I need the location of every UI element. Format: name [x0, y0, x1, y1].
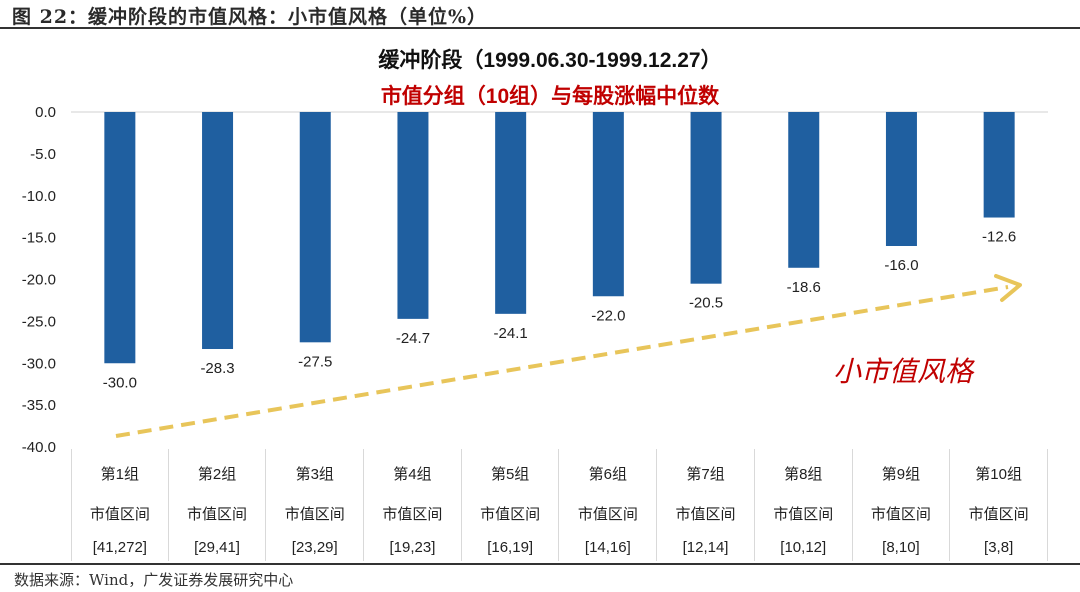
bars [104, 112, 1015, 364]
chart-subtitle: 市值分组（10组）与每股涨幅中位数 [380, 85, 720, 108]
small-cap-style-annotation: 小市值风格 [833, 355, 974, 388]
group-name: 第7组 [686, 466, 725, 483]
category-group-5: 第5组市值区间 [16,19] [462, 449, 560, 561]
range-value: [8,10] [882, 539, 920, 556]
range-label: 市值区间 [870, 506, 931, 523]
group-name: 第1组 [100, 466, 140, 483]
range-value: [23,29] [291, 539, 338, 556]
chart-title: 缓冲阶段（1999.06.30-1999.12.27） [378, 49, 722, 72]
y-axis: 0.0 -5.0 -10.0 -15.0 -20.0 -25.0 -30.0 -35.0 -40… [22, 104, 56, 456]
range-value: [29,41] [194, 539, 240, 556]
y-tick-label: -40.0 [22, 439, 56, 456]
y-tick-label: -25.0 [22, 313, 56, 330]
range-label: 市值区间 [284, 506, 345, 523]
value-label: -20.5 [689, 295, 723, 312]
figure-title: 图 22：缓冲阶段的市值风格：小市值风格（单位%） [12, 6, 488, 28]
group-name: 第8组 [784, 466, 823, 483]
value-label: -30.0 [103, 374, 137, 391]
range-label: 市值区间 [577, 506, 638, 523]
category-group-9: 第9组市值区间 [8,10] [853, 449, 951, 561]
range-value: [16,19] [487, 539, 534, 556]
value-label: -27.5 [298, 353, 332, 370]
bar-group-8 [788, 112, 820, 268]
data-source: 数据来源：Wind，广发证券发展研究中心 [14, 571, 294, 589]
trend-arrow [115, 274, 1022, 438]
value-label: -24.1 [494, 325, 528, 342]
bar-group-10 [983, 112, 1015, 218]
category-group-4: 第4组市值区间 [19,23] [364, 449, 462, 561]
bar-group-5 [495, 112, 527, 314]
value-label: -24.7 [396, 330, 430, 347]
y-tick-label: -20.0 [22, 272, 56, 289]
value-label: -12.6 [982, 229, 1016, 246]
range-value: [41,272] [92, 539, 147, 556]
bar-group-6 [592, 112, 624, 297]
category-group-1: 第1组市值区间 [41,272] [71, 449, 169, 561]
y-tick-label: -5.0 [30, 146, 56, 163]
y-tick-label: -10.0 [22, 188, 56, 205]
bar-group-4 [397, 112, 429, 319]
range-value: [10,12] [780, 539, 827, 556]
range-label: 市值区间 [968, 506, 1029, 523]
range-label: 市值区间 [480, 506, 541, 523]
bottom-rule [0, 563, 1080, 565]
value-label: -28.3 [200, 360, 234, 377]
bar-group-1 [104, 112, 136, 364]
value-label: -18.6 [787, 279, 821, 296]
group-name: 第6组 [588, 466, 628, 483]
bar-group-2 [202, 112, 234, 350]
top-rule [0, 27, 1080, 29]
group-name: 第3组 [295, 466, 334, 483]
group-name: 第9组 [881, 466, 921, 483]
group-name: 第2组 [197, 466, 237, 483]
y-tick-label: -30.0 [22, 355, 56, 372]
category-group-2: 第2组市值区间 [29,41] [169, 449, 267, 561]
value-labels: -30.0 -28.3 -27.5 -24.7 -24.1 -22.0 -20.5 -18.6… [103, 229, 1017, 392]
category-group-10: 第10组市值区间 [3,8] [950, 449, 1048, 561]
bar-group-7 [690, 112, 722, 284]
group-name: 第10组 [975, 466, 1022, 483]
y-tick-label: 0.0 [35, 104, 56, 121]
y-tick-label: -35.0 [22, 397, 56, 414]
range-value: [19,23] [389, 539, 436, 556]
value-label: -16.0 [884, 257, 918, 274]
range-label: 市值区间 [382, 506, 443, 523]
range-label: 市值区间 [675, 506, 736, 523]
category-group-3: 第3组市值区间 [23,29] [266, 449, 365, 561]
category-group-7: 第7组市值区间 [12,14] [657, 449, 755, 561]
y-tick-label: -15.0 [22, 230, 56, 247]
category-group-8: 第8组市值区间 [10,12] [755, 449, 853, 561]
bar-group-9 [885, 112, 917, 246]
range-value: [12,14] [682, 539, 729, 556]
range-label: 市值区间 [89, 506, 150, 523]
value-label: -22.0 [591, 307, 625, 324]
bar-group-3 [299, 112, 331, 343]
range-value: [14,16] [584, 539, 631, 556]
range-label: 市值区间 [773, 506, 834, 523]
range-value: [3,8] [984, 539, 1014, 556]
range-label: 市值区间 [187, 506, 248, 523]
group-name: 第4组 [393, 466, 432, 483]
group-name: 第5组 [490, 466, 530, 483]
category-group-6: 第6组市值区间 [14,16] [560, 449, 658, 561]
